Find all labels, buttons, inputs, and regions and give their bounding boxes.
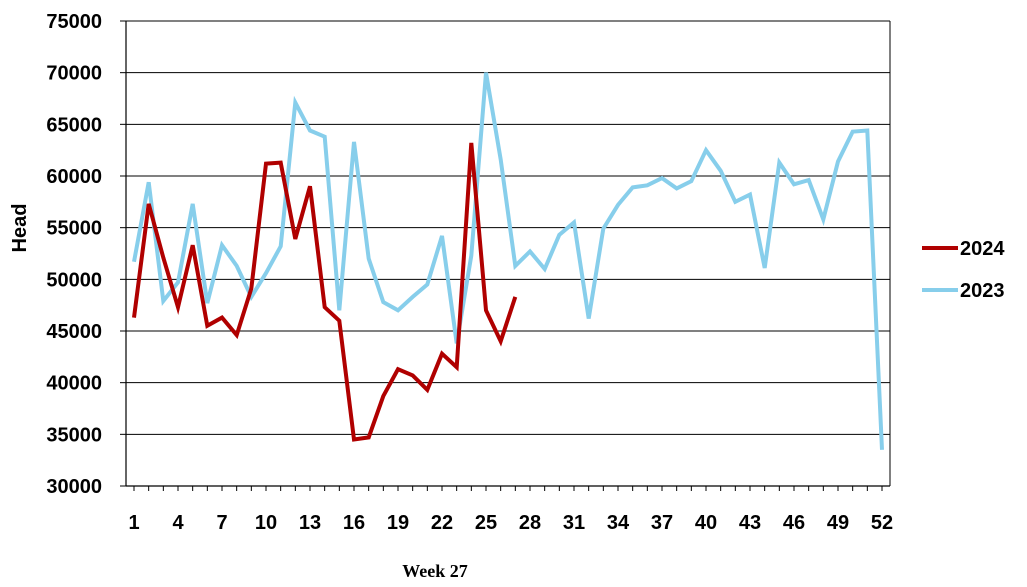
x-tick-label: 4: [172, 512, 184, 534]
y-tick-label: 65000: [46, 114, 102, 136]
x-tick-label: 37: [651, 512, 673, 534]
series-line-2024: [132, 142, 518, 442]
axes: [120, 20, 891, 491]
legend-label-2023: 2023: [960, 280, 1005, 302]
y-tick-labels: 30000 35000 40000 45000 50000 55000 60000 65000…: [46, 11, 102, 498]
footer-note: Week 27: [402, 561, 468, 581]
y-axis-label: Head: [9, 204, 31, 253]
x-tick-label: 40: [695, 512, 717, 534]
series-lines: [132, 72, 884, 450]
x-tick-label: 31: [563, 512, 585, 534]
y-tick-label: 30000: [46, 476, 102, 498]
y-tick-label: 35000: [46, 424, 102, 446]
x-tick-label: 22: [431, 512, 453, 534]
y-tick-label: 50000: [46, 269, 102, 291]
x-tick-label: 49: [827, 512, 849, 534]
x-tick-label: 7: [216, 512, 227, 534]
y-tick-label: 55000: [46, 218, 102, 240]
x-tick-label: 46: [783, 512, 805, 534]
x-tick-label: 28: [519, 512, 541, 534]
x-tick-label: 43: [739, 512, 761, 534]
x-tick-label: 13: [299, 512, 321, 534]
x-tick-label: 19: [387, 512, 409, 534]
y-tick-label: 60000: [46, 166, 102, 188]
x-tick-label: 25: [475, 512, 497, 534]
y-tick-label: 75000: [46, 11, 102, 33]
x-tick-labels: 1 4 7 10 13 16 19 22 25 28 31 34 37 40 43 46 49 52: [128, 512, 893, 534]
x-tick-label: 10: [255, 512, 277, 534]
y-tick-label: 40000: [46, 373, 102, 395]
series-line-2023: [132, 72, 884, 450]
x-tick-label: 34: [607, 512, 630, 534]
x-tick-label: 1: [128, 512, 139, 534]
y-tick-label: 45000: [46, 321, 102, 343]
legend: 2024 2023: [922, 238, 1005, 302]
legend-label-2024: 2024: [960, 238, 1005, 260]
gridlines: [126, 20, 890, 487]
x-tick-label: 16: [343, 512, 365, 534]
x-tick-label: 52: [871, 512, 893, 534]
y-tick-label: 70000: [46, 63, 102, 85]
